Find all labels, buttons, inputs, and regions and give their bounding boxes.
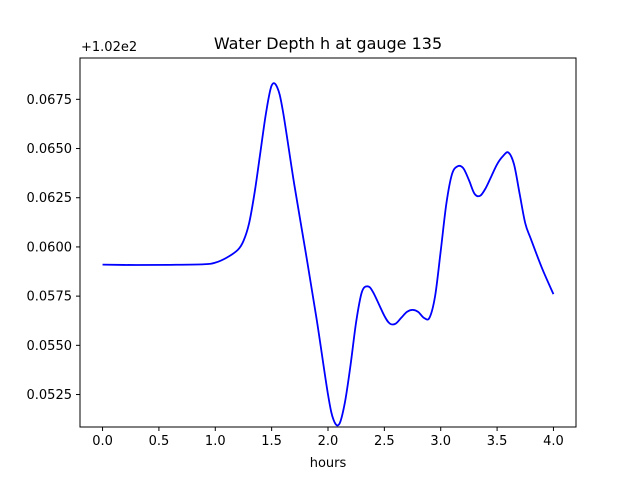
x-tick-label: 1.0 [205, 434, 226, 449]
y-tick-label: 0.0625 [27, 191, 73, 206]
x-tick-label: 1.5 [261, 434, 282, 449]
x-tick-label: 0.5 [149, 434, 170, 449]
y-tick-label: 0.0525 [27, 388, 73, 403]
x-axis-label: hours [310, 456, 347, 471]
x-axis: 0.0 0.5 1.0 1.5 2.0 2.5 3.0 3.5 4.0 [92, 427, 564, 449]
y-tick-label: 0.0600 [27, 240, 73, 255]
y-tick-label: 0.0675 [27, 93, 73, 108]
y-axis: 0.0525 0.0550 0.0575 0.0600 0.0625 0.0650 0.06… [27, 93, 80, 403]
water-depth-line [102, 82, 555, 427]
series-layer [102, 82, 555, 427]
y-axis-offset-label: +1.02e2 [81, 40, 137, 55]
x-tick-label: 4.0 [543, 434, 564, 449]
x-tick-label: 3.5 [487, 434, 508, 449]
y-tick-label: 0.0575 [27, 290, 73, 305]
x-tick-label: 0.0 [92, 434, 113, 449]
y-tick-label: 0.0650 [27, 142, 73, 157]
y-tick-label: 0.0550 [27, 339, 73, 354]
x-tick-label: 2.0 [318, 434, 339, 449]
chart-title: Water Depth h at gauge 135 [214, 34, 442, 53]
x-tick-label: 3.0 [430, 434, 451, 449]
x-tick-label: 2.5 [374, 434, 395, 449]
